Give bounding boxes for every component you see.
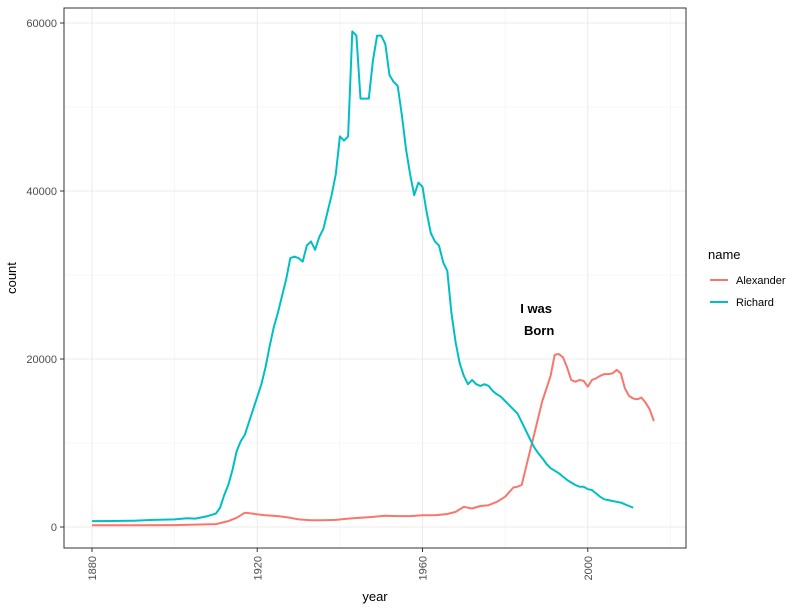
y-tick-label: 20000: [26, 354, 57, 366]
plot-border: [63, 7, 687, 549]
legend: name Alexander Richard: [708, 247, 786, 309]
series-line-alexander: [91, 353, 655, 527]
x-axis-title: year: [362, 589, 388, 604]
annotation-line: Born: [524, 323, 554, 338]
legend-label-alexander: Alexander: [736, 275, 786, 287]
x-tick-label: 2000: [583, 556, 595, 580]
y-tick-label: 60000: [26, 18, 57, 30]
x-tick-label: 1960: [418, 556, 430, 580]
x-tick-label: 1920: [252, 556, 264, 580]
annotation: I was Born: [520, 301, 554, 338]
grid: [64, 8, 686, 548]
y-tick-label: 40000: [26, 186, 57, 198]
x-tick-label: 1880: [87, 556, 99, 580]
legend-title: name: [708, 247, 741, 262]
annotation-line: I was: [520, 301, 552, 316]
y-tick-label: 0: [51, 522, 57, 534]
legend-label-richard: Richard: [736, 297, 774, 309]
series-lines: [91, 30, 655, 527]
y-axis-title: count: [4, 262, 19, 294]
series-line-richard: [91, 30, 634, 523]
plot-panel: [64, 8, 686, 548]
